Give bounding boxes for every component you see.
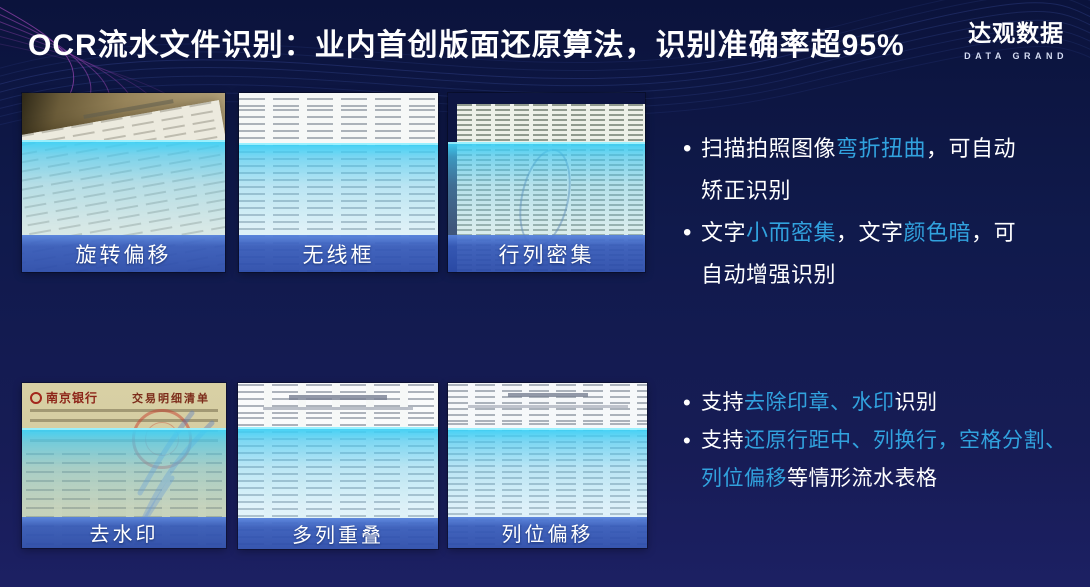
brand-name: 达观数据 <box>968 20 1065 46</box>
bullet-text: 支持去除印章、水印识别 <box>701 384 1075 422</box>
doc-subtitle-bar <box>467 405 628 408</box>
doc-title-bar <box>507 393 588 397</box>
bullet-segment: 支持 <box>701 429 744 452</box>
thumbnail-no-frame: 无线框 <box>239 93 438 272</box>
bank-header: 南京银行 交易明细清单 <box>30 389 218 406</box>
bullet-segment: 扫描拍照图像 <box>701 136 837 161</box>
doc-subtitle-bar <box>263 407 413 410</box>
bullet-dot-icon: • <box>683 390 691 415</box>
bullet-segment-highlight: 去除印章、水印 <box>744 391 895 414</box>
thumbnail-column-offset: 列位偏移 <box>448 383 647 548</box>
feature-bullets-bottom: • 支持去除印章、水印识别 • 支持还原行距中、列换行，空格分割、列位偏移等情形… <box>683 384 1075 498</box>
thumbnail-remove-watermark: 南京银行 交易明细清单 去水印 <box>22 383 226 548</box>
bullet-segment-highlight: 还原行距中、列换行，空格分割、 <box>744 429 1067 452</box>
bullet-segment: 自动增强识别 <box>701 262 837 287</box>
thumbnail-caption: 旋转偏移 <box>22 235 225 272</box>
bank-name: 南京银行 <box>46 391 99 405</box>
bank-logo-icon <box>30 391 42 404</box>
thumbnail-rotated-offset: 旋转偏移 <box>22 93 225 272</box>
thumbnail-overlapping-columns: 多列重叠 <box>238 383 438 549</box>
bullet-distortion: • 扫描拍照图像弯折扭曲，可自动矫正识别 <box>683 128 1065 212</box>
doc-title-bar <box>289 395 387 400</box>
statement-title: 交易明细清单 <box>132 392 211 405</box>
bullet-segment: 矫正识别 <box>701 178 792 203</box>
bullet-segment-highlight: 颜色暗 <box>903 220 972 245</box>
page-title: OCR流水文件识别：业内首创版面还原算法，识别准确率超95% <box>28 29 905 62</box>
bullet-segment: 等情形流水表格 <box>787 467 938 490</box>
bullet-segment: 支持 <box>701 391 744 414</box>
bullet-segment: ，可 <box>971 220 1017 245</box>
bullet-text: 扫描拍照图像弯折扭曲，可自动矫正识别 <box>701 128 1065 212</box>
bullet-dot-icon: • <box>683 219 692 246</box>
thumbnail-caption: 无线框 <box>239 235 438 272</box>
bullet-text: 文字小而密集，文字颜色暗，可自动增强识别 <box>701 212 1065 296</box>
thumbnail-caption: 行列密集 <box>448 235 645 272</box>
bullet-table-restore: • 支持还原行距中、列换行，空格分割、列位偏移等情形流水表格 <box>683 422 1075 498</box>
bullet-segment-highlight: 小而密集 <box>746 220 837 245</box>
brand-logo: 达观数据 DATA GRAND <box>964 14 1068 61</box>
bullet-stamp-watermark: • 支持去除印章、水印识别 <box>683 384 1075 422</box>
bullet-segment-highlight: 列位偏移 <box>701 467 787 490</box>
bullet-segment: 识别 <box>894 391 938 414</box>
bullet-dot-icon: • <box>683 135 692 162</box>
bullet-segment-highlight: 弯折扭曲 <box>836 136 927 161</box>
brand-subtitle: DATA GRAND <box>964 51 1068 61</box>
thumbnail-caption: 去水印 <box>22 517 226 548</box>
bullet-segment: ，可自动 <box>926 136 1017 161</box>
bullet-text: 支持还原行距中、列换行，空格分割、列位偏移等情形流水表格 <box>701 422 1075 498</box>
thumbnail-caption: 多列重叠 <box>238 518 438 549</box>
bullet-small-dense-text: • 文字小而密集，文字颜色暗，可自动增强识别 <box>683 212 1065 296</box>
thumbnail-dense-grid: 行列密集 <box>448 93 645 272</box>
bullet-dot-icon: • <box>683 428 691 453</box>
thumbnail-caption: 列位偏移 <box>448 517 647 548</box>
feature-bullets-top: • 扫描拍照图像弯折扭曲，可自动矫正识别 • 文字小而密集，文字颜色暗，可自动增… <box>683 128 1065 296</box>
bullet-segment: 文字 <box>701 220 747 245</box>
bullet-segment: ，文字 <box>836 220 904 245</box>
